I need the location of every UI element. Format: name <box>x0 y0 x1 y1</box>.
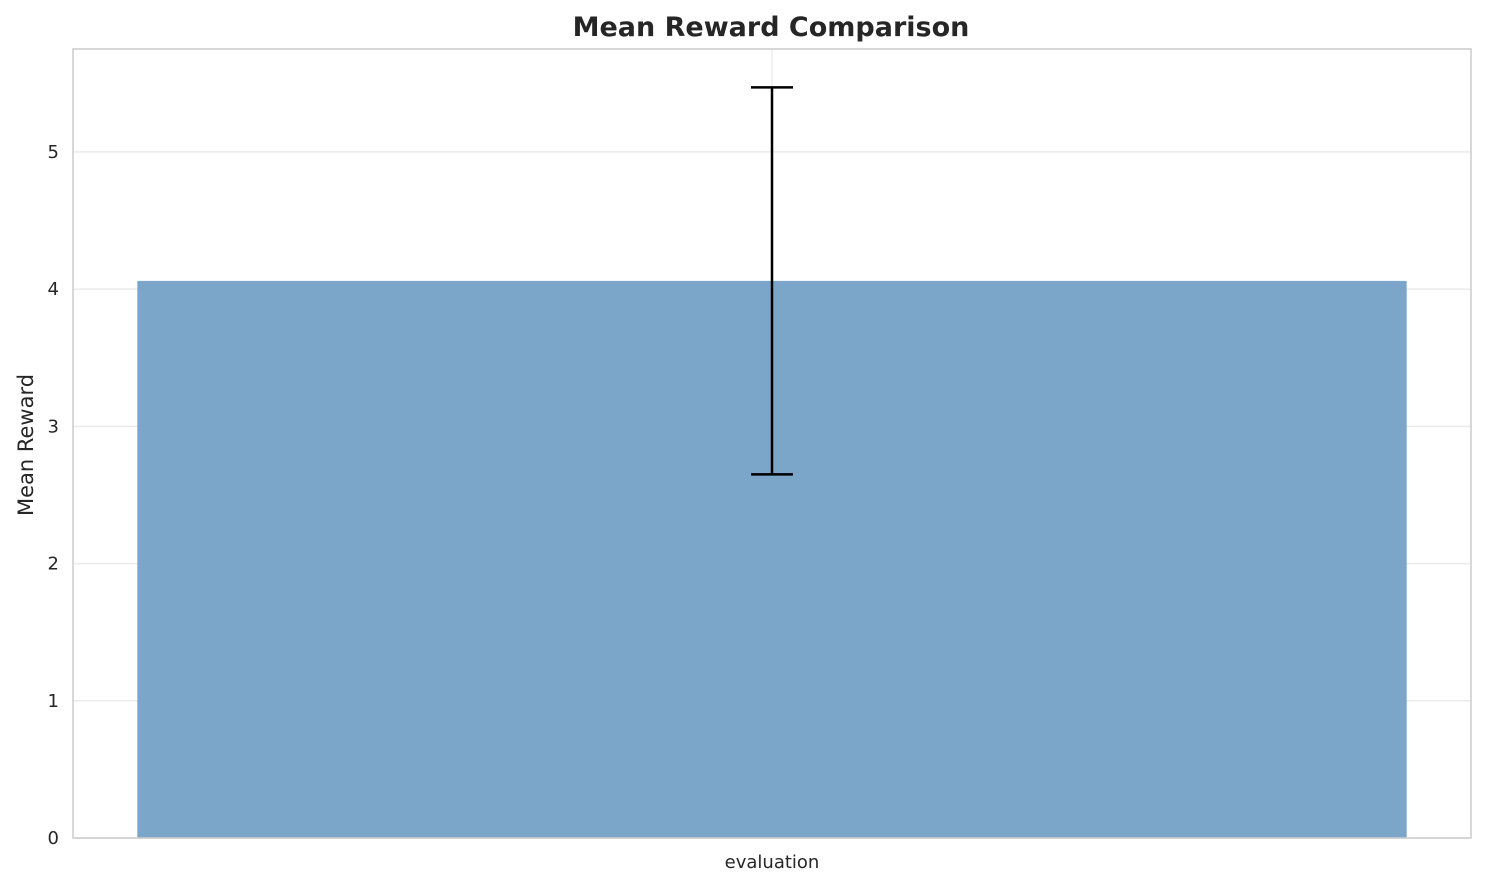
y-tick-label: 5 <box>48 142 59 163</box>
y-tick-label: 3 <box>48 416 59 437</box>
tick-labels: 0 1 2 3 4 5 evaluation <box>48 142 820 873</box>
chart-title: Mean Reward Comparison <box>573 12 970 43</box>
y-tick-label: 2 <box>48 554 59 575</box>
error-bars <box>751 86 793 476</box>
x-tick-label: evaluation <box>725 852 820 873</box>
y-tick-label: 1 <box>48 691 59 712</box>
plot-frame <box>72 48 1472 839</box>
y-tick-label: 4 <box>48 279 59 300</box>
y-axis-label: Mean Reward <box>14 374 38 516</box>
y-tick-label: 0 <box>48 828 59 849</box>
